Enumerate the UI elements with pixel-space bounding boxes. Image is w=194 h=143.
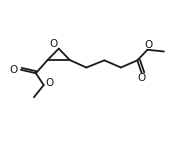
Text: O: O xyxy=(138,73,146,83)
Text: O: O xyxy=(145,40,153,50)
Text: O: O xyxy=(10,65,18,75)
Text: O: O xyxy=(46,78,54,88)
Text: O: O xyxy=(50,39,58,49)
